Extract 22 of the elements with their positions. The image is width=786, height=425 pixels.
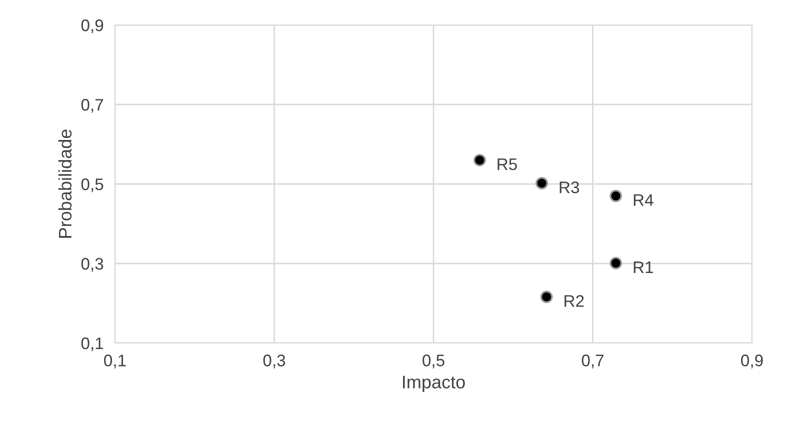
x-tick-label: 0,5 — [422, 354, 444, 368]
x-tick-label: 0,7 — [582, 354, 604, 368]
y-axis-title: Probabilidade — [58, 130, 72, 238]
annotation: R5 — [498, 158, 517, 170]
point — [610, 190, 622, 202]
y-tick-label: 0,5 — [81, 178, 104, 192]
point — [540, 290, 553, 304]
annotation: R1 — [634, 262, 653, 273]
point — [473, 154, 486, 166]
x-tick-label: 0,9 — [741, 354, 763, 368]
point — [610, 256, 622, 270]
y-tick-label: 0,1 — [81, 337, 104, 352]
annotation: R4 — [634, 194, 654, 206]
point — [536, 176, 548, 190]
annotation: R2 — [564, 295, 584, 307]
x-tick-label: 0,3 — [263, 354, 286, 368]
x-tick-label: 0,1 — [104, 354, 126, 368]
y-tick-label: 0,9 — [81, 19, 104, 34]
x-axis-title: Impacto — [403, 376, 465, 392]
y-tick-label: 0,7 — [81, 98, 104, 113]
y-tick-label: 0,3 — [81, 258, 104, 272]
annotation: R3 — [560, 181, 580, 194]
